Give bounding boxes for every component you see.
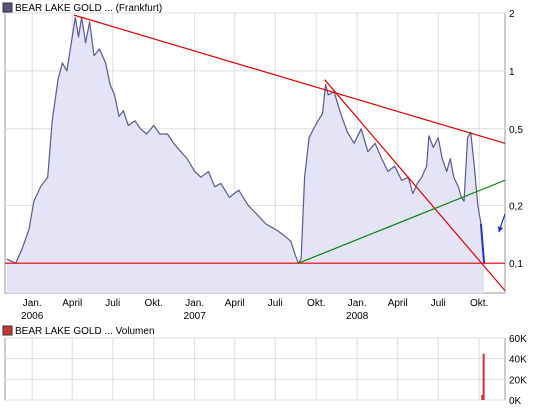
volume-bar — [481, 394, 484, 400]
volume-layer — [481, 353, 485, 400]
volume-bar — [482, 353, 485, 400]
annotation-arrow-head — [497, 226, 504, 233]
x-tick-label: Jan. — [185, 298, 204, 309]
x-tick-label: Okt. — [145, 298, 163, 309]
x-tick-label: Okt. — [307, 298, 325, 309]
red-trend-line — [324, 79, 506, 292]
x-year-label: 2007 — [184, 311, 207, 322]
axis-label-layer: 2 1 0,5 0,2 0,1 Jan. April Juli Okt. Jan. April Jul… — [21, 9, 527, 407]
price-y-tick-label: 2 — [509, 9, 515, 20]
trend-line-group — [5, 14, 506, 292]
price-area-layer — [6, 16, 486, 294]
x-tick-label: Juli — [268, 298, 283, 309]
price-line — [6, 16, 485, 264]
price-y-tick-label: 0,1 — [509, 259, 523, 270]
x-tick-label: April — [225, 298, 245, 309]
price-area-fill — [6, 17, 485, 294]
price-end-marker — [479, 223, 486, 264]
volume-legend-swatch — [2, 325, 13, 336]
price-legend-swatch — [2, 2, 13, 13]
green-trend-line — [298, 179, 506, 264]
price-legend-label: BEAR LAKE GOLD ... (Frankfurt) — [15, 3, 162, 14]
price-y-tick-label: 0,5 — [509, 125, 523, 136]
price-y-tick-label: 0,2 — [509, 201, 523, 212]
volume-legend-label: BEAR LAKE GOLD ... Volumen — [15, 326, 155, 337]
x-tick-label: Juli — [431, 298, 446, 309]
x-tick-label: Jan. — [348, 298, 367, 309]
red-trend-line — [73, 14, 506, 144]
x-tick-label: April — [62, 298, 82, 309]
x-tick-label: April — [388, 298, 408, 309]
x-tick-label: Okt. — [470, 298, 488, 309]
volume-y-tick-label: 0K — [509, 396, 522, 407]
price-y-tick-label: 1 — [509, 67, 515, 78]
x-year-label: 2008 — [346, 311, 369, 322]
x-tick-label: Jan. — [23, 298, 42, 309]
x-year-label: 2006 — [21, 311, 44, 322]
volume-y-tick-label: 20K — [509, 375, 527, 386]
volume-panel-frame — [4, 337, 506, 401]
x-tick-label: Juli — [105, 298, 120, 309]
volume-y-tick-label: 40K — [509, 355, 527, 366]
trend-line-layer — [5, 14, 506, 292]
volume-y-tick-label: 60K — [509, 334, 527, 345]
